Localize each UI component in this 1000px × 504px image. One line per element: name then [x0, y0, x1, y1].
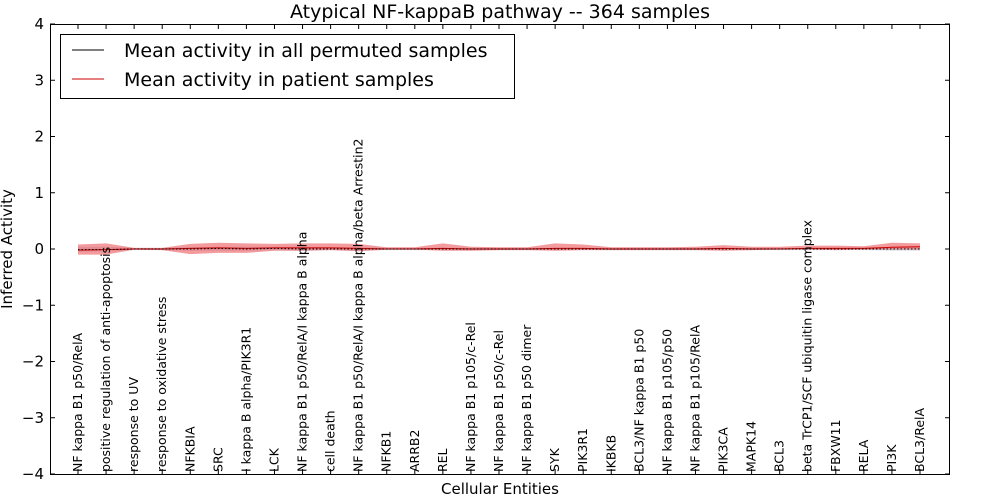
x-tick-label: PIK3CA: [716, 427, 731, 472]
x-tick-label: SRC: [210, 447, 225, 472]
x-tick-label: cell death: [323, 410, 338, 472]
x-tick-label: NF kappa B1 p50/RelA: [70, 332, 85, 472]
x-tick-label: PI3K: [884, 444, 899, 472]
legend-box: [60, 34, 515, 99]
y-tick-label: −4: [22, 465, 44, 483]
x-axis-label: Cellular Entities: [441, 480, 559, 498]
x-tick-label: response to UV: [126, 377, 141, 472]
legend-label-patient: Mean activity in patient samples: [124, 69, 434, 91]
y-tick-label: 3: [34, 71, 44, 89]
y-tick-label: 4: [34, 15, 44, 33]
x-tick-label: LCK: [267, 447, 282, 472]
y-tick-label: 1: [34, 184, 44, 202]
x-tick-label: response to oxidative stress: [154, 297, 169, 472]
legend-label-permuted: Mean activity in all permuted samples: [124, 40, 487, 62]
plot-frame: [50, 24, 950, 475]
x-tick-label: BCL3: [772, 440, 787, 472]
x-tick-label: positive regulation of anti-apoptosis: [98, 247, 113, 472]
y-tick-label: −2: [22, 353, 44, 371]
y-tick-label: −1: [22, 296, 44, 314]
y-tick-label: −3: [22, 409, 44, 427]
x-tick-label: NF kappa B1 p50/RelA/I kappa B alpha: [295, 232, 310, 472]
x-tick-label: REL: [435, 448, 450, 472]
x-tick-label: BCL3/NF kappa B1 p50: [631, 329, 646, 472]
y-tick-label: 2: [34, 128, 44, 146]
x-tick-labels: NF kappa B1 p50/RelA positive regulation …: [70, 139, 927, 473]
permuted-mean-line: [78, 247, 920, 251]
x-tick-label: NF kappa B1 p105/p50: [659, 329, 674, 472]
x-tick-label: IKBKB: [603, 435, 618, 472]
x-tick-label: PIK3R1: [575, 428, 590, 472]
x-tick-label: NF kappa B1 p105/c-Rel: [463, 322, 478, 472]
y-axis-label: Inferred Activity: [0, 189, 16, 309]
x-tick-label: NF kappa B1 p50 dimer: [519, 324, 534, 472]
x-tick-label: NF kappa B1 p50/c-Rel: [491, 330, 506, 472]
x-tick-label: MAPK14: [744, 421, 759, 472]
chart-title: Atypical NF-kappaB pathway -- 364 sample…: [290, 1, 710, 23]
legend: Mean activity in all permuted samples Me…: [60, 34, 515, 99]
x-tick-label: FBXW11: [828, 419, 843, 472]
y-tick-label: 0: [34, 240, 44, 258]
x-tick-label: NFKBIA: [182, 426, 197, 472]
x-tick-label: NFKB1: [379, 431, 394, 472]
y-axis-ticks: 4 3 2 1 0 −1 −2 −3 −4: [22, 15, 950, 483]
series-lines: [77, 246, 921, 251]
x-tick-label: beta TrCP1/SCF ubiquitin ligase complex: [800, 220, 815, 472]
x-tick-label: BCL3/RelA: [912, 408, 927, 472]
x-tick-label: SYK: [547, 447, 562, 472]
x-tick-label: NF kappa B1 p50/RelA/I kappa B alpha/bet…: [351, 139, 366, 472]
x-tick-label: NF kappa B1 p105/RelA: [688, 325, 703, 472]
x-tick-label: I kappa B alpha/PIK3R1: [238, 327, 253, 472]
x-tick-label: RELA: [856, 439, 871, 472]
x-tick-label: ARRB2: [407, 430, 422, 472]
